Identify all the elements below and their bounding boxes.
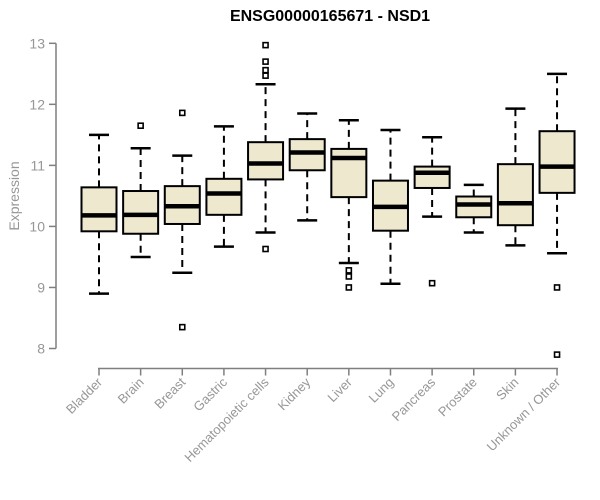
box-hematopoietic-cells (247, 41, 285, 253)
y-tick-label: 11 (30, 157, 45, 173)
outlier-point (137, 122, 144, 130)
box-kidney (288, 112, 326, 222)
outlier-point (262, 72, 269, 79)
box-lung (371, 128, 409, 286)
iqr-box (455, 195, 493, 219)
y-axis: 8 9 10 11 12 13 (29, 35, 57, 357)
y-tick-label: 12 (29, 96, 45, 112)
box-gastric (205, 125, 243, 248)
box-skin (496, 107, 534, 247)
y-tick-label: 9 (37, 279, 45, 295)
box-liver (330, 118, 368, 291)
iqr-box (413, 165, 451, 189)
iqr-box (205, 177, 243, 216)
x-tick-label-brain: Brain (115, 375, 147, 407)
outlier-point (553, 351, 561, 358)
x-tick-label-bladder: Bladder (63, 374, 106, 417)
outlier-point (262, 41, 269, 49)
outlier-point (345, 273, 353, 280)
box-brain (122, 122, 160, 259)
x-tick-label-liver: Liver (324, 374, 355, 405)
chart-title: ENSG00000165671 - NSD1 (229, 8, 431, 25)
box-breast (163, 109, 201, 331)
iqr-box (496, 163, 534, 227)
iqr-box (80, 186, 118, 233)
outlier-point (262, 245, 269, 253)
outlier-point (553, 284, 561, 291)
outlier-point (345, 284, 353, 291)
iqr-box (247, 141, 285, 181)
x-tick-label-unknown-other: Unknown / Other (484, 374, 564, 454)
x-tick-label-prostate: Prostate (435, 375, 480, 420)
x-tick-label-gastric: Gastric (190, 374, 230, 414)
outlier-point (178, 323, 186, 331)
box-prostate (455, 183, 493, 234)
iqr-box (538, 130, 576, 194)
x-tick-label-breast: Breast (151, 374, 188, 411)
outlier-point (262, 58, 269, 65)
x-tick-label-lung: Lung (366, 375, 397, 406)
outlier-point (345, 267, 353, 274)
box-bladder (80, 133, 118, 295)
outlier-point (178, 109, 186, 117)
x-tick-label-pancreas: Pancreas (389, 374, 439, 424)
outlier-point (428, 279, 436, 287)
box-pancreas (413, 136, 451, 287)
x-tick-label-skin: Skin (493, 375, 521, 403)
y-tick-label: 13 (29, 35, 45, 51)
iqr-box (122, 190, 160, 235)
y-tick-label: 10 (29, 218, 45, 234)
x-tick-label-kidney: Kidney (275, 374, 314, 413)
outlier-point (262, 66, 269, 74)
y-tick-label: 8 (37, 341, 45, 357)
box-unknown-other (538, 72, 576, 358)
